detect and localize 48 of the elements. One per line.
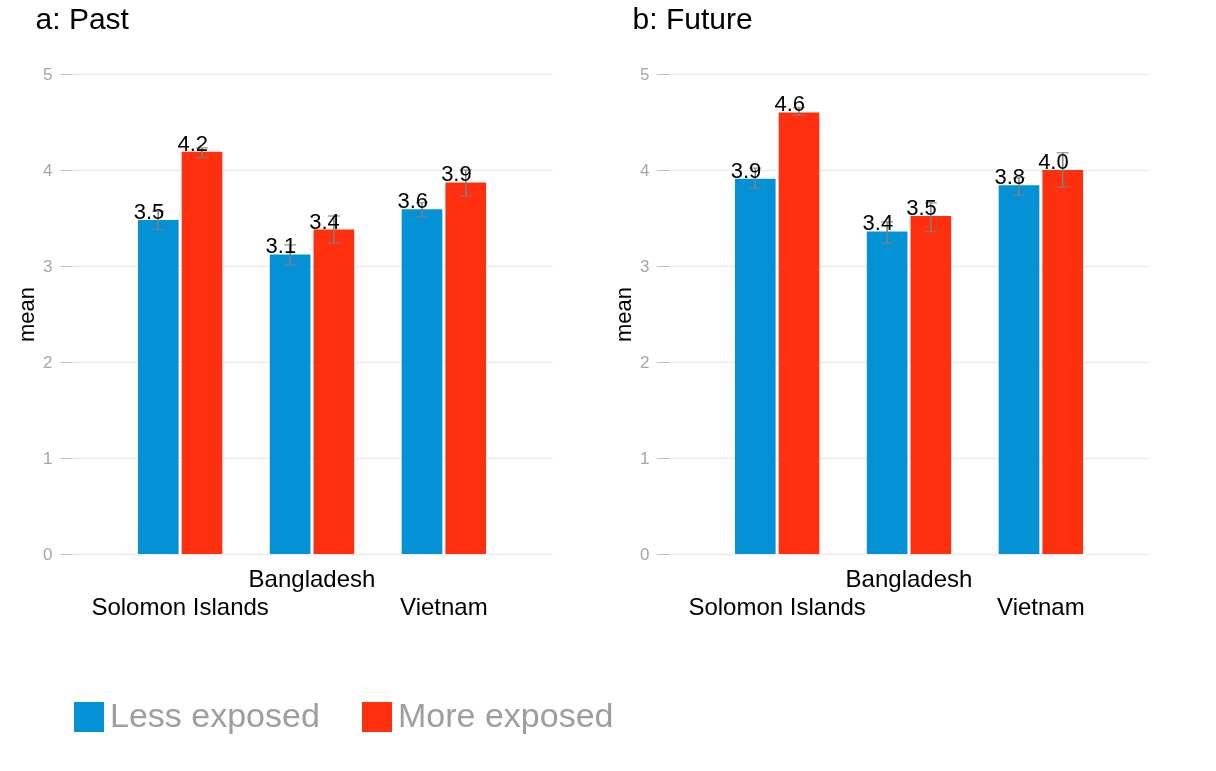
y-tick-label: 4 <box>640 160 650 180</box>
y-tick-label: 2 <box>43 352 53 372</box>
bar <box>998 185 1040 554</box>
data-label: 3.9 <box>730 157 762 183</box>
data-label: 3.4 <box>309 208 340 234</box>
data-label: 4.6 <box>774 91 805 117</box>
y-axis-title: mean <box>14 286 40 343</box>
bar <box>445 182 487 554</box>
bar <box>401 209 443 554</box>
bar <box>269 254 311 554</box>
y-tick-label: 5 <box>640 64 650 84</box>
data-label: 3.9 <box>441 161 472 187</box>
x-tick-label: Solomon Islands <box>91 593 269 620</box>
legend-label: Less exposed <box>110 696 320 734</box>
bar <box>910 216 952 554</box>
data-label: 4.2 <box>177 130 208 156</box>
data-label: 3.4 <box>862 210 894 236</box>
bar <box>313 229 355 554</box>
y-tick-label: 2 <box>640 352 650 372</box>
chart-title: b: Future <box>632 2 753 35</box>
bar <box>778 112 820 554</box>
y-tick-label: 3 <box>43 256 53 276</box>
data-label: 3.1 <box>265 233 297 259</box>
y-tick-label: 5 <box>43 64 53 84</box>
y-axis-title: mean <box>611 286 637 343</box>
bar <box>866 231 908 554</box>
x-tick-label: Vietnam <box>997 593 1085 620</box>
y-tick-label: 0 <box>640 544 650 564</box>
data-label: 4.0 <box>1038 149 1069 174</box>
y-tick-label: 3 <box>640 256 650 276</box>
bar <box>1042 170 1084 554</box>
y-tick-label: 1 <box>640 448 650 468</box>
bar <box>181 151 223 554</box>
data-label: 3.6 <box>397 188 428 214</box>
x-tick-label: Bangladesh <box>248 565 376 592</box>
x-tick-label: Bangladesh <box>845 565 973 592</box>
data-label: 3.8 <box>994 164 1025 190</box>
bar <box>137 219 179 554</box>
data-label: 3.5 <box>906 195 937 221</box>
y-tick-label: 0 <box>43 544 53 564</box>
y-tick-label: 4 <box>43 160 53 180</box>
bar <box>734 178 776 554</box>
data-label: 3.5 <box>133 198 165 224</box>
legend-label: More exposed <box>398 696 614 734</box>
x-tick-label: Solomon Islands <box>688 593 866 620</box>
x-tick-label: Vietnam <box>400 593 488 620</box>
chart-title: a: Past <box>35 2 130 35</box>
y-tick-label: 1 <box>43 448 53 468</box>
